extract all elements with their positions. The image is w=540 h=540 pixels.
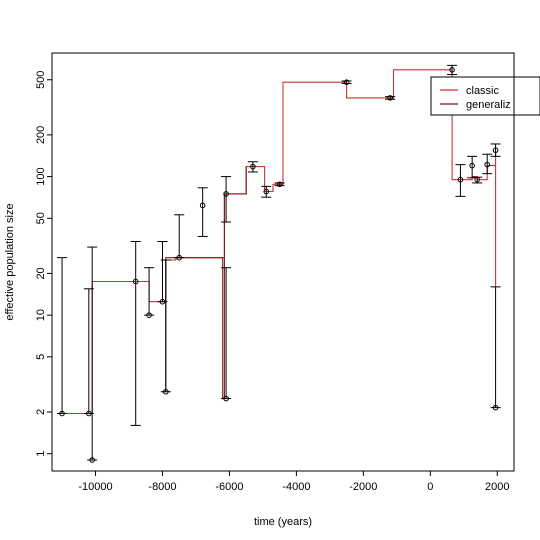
y-axis: 1 2 5 10 20 50 100 200 500 [35,71,52,457]
x-axis: -10000 -8000 -6000 -4000 -2000 0 2000 [78,471,510,493]
series-line-classic [58,69,497,415]
y-tick-label: 500 [35,71,47,89]
data-point [176,254,183,261]
y-tick-label: 1 [35,451,47,457]
legend-box [430,76,540,116]
data-point [492,147,499,154]
data-point [484,161,491,168]
data-point [276,181,283,188]
x-tick-label: -8000 [148,481,176,493]
data-point [343,79,350,86]
y-tick-label: 100 [35,167,47,185]
data-point [449,66,455,73]
data-point [199,202,206,209]
data-point [146,312,152,318]
data-point [474,176,480,183]
data-point [223,191,229,197]
legend: classic generaliz [430,76,540,116]
data-point [250,163,256,170]
x-axis-label: time (years) [254,516,312,528]
y-tick-label: 20 [35,267,47,279]
data-point [492,404,499,411]
data-point [163,388,169,395]
data-point [263,188,270,195]
data-point [457,176,464,183]
y-axis-label: effective population size [4,203,16,320]
x-tick-label: -2000 [349,481,377,493]
series-layer [58,69,497,415]
y-tick-label: 50 [35,212,47,224]
series-line-generaliz [162,166,247,400]
data-point [59,410,65,417]
y-tick-label: 10 [35,309,47,321]
x-tick-label: -10000 [78,481,112,493]
data-point [132,278,139,285]
y-tick-label: 5 [35,354,47,360]
data-point [89,457,95,463]
y-tick-label: 200 [35,126,47,144]
data-point [469,162,475,169]
legend-label-generaliz: generaliz [466,99,511,111]
x-tick-label: -4000 [282,481,310,493]
x-tick-label: -6000 [215,481,243,493]
plot-frame [51,52,515,472]
legend-label-classic: classic [466,85,500,97]
data-point [223,395,229,402]
x-tick-label: 0 [427,481,433,493]
x-tick-label: 2000 [485,481,509,493]
errorbar-layer [57,64,501,463]
y-tick-label: 2 [35,409,47,415]
data-point [387,95,393,101]
data-point [159,298,166,305]
data-point [86,410,92,417]
